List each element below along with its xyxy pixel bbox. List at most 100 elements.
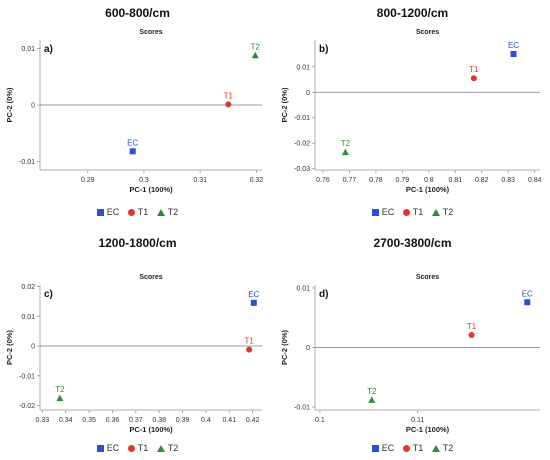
data-point-t1 xyxy=(246,346,253,353)
y-tick-label: -0.01 xyxy=(19,373,35,380)
x-tick-label: 0.1 xyxy=(315,417,325,424)
x-tick-label: 0.38 xyxy=(152,417,166,424)
y-tick-label: 0 xyxy=(31,103,35,110)
legend-item-ec: EC xyxy=(96,443,120,453)
data-point-t2 xyxy=(341,148,349,156)
chart-inner-title: Scores xyxy=(416,274,439,281)
legend-item-t1: T1 xyxy=(127,443,148,453)
y-tick-label: 0 xyxy=(31,344,35,351)
panel-letter: c) xyxy=(44,289,53,300)
x-tick-label: 0.33 xyxy=(36,417,50,424)
panel-b: 800-1200/cm Scores b) 0.76 0.77 0.78 0.79 0.8 0… xyxy=(275,0,550,230)
legend-label: EC xyxy=(106,443,120,453)
data-label-t2: T2 xyxy=(251,42,261,51)
data-label-t2: T2 xyxy=(341,139,351,148)
legend-label: T2 xyxy=(167,207,179,217)
legend-item-ec: EC xyxy=(371,207,395,217)
x-tick-label: 0.78 xyxy=(369,177,383,184)
x-tick-label: 0.29 xyxy=(81,177,95,184)
legend-label: T1 xyxy=(412,443,424,453)
scatter-plot-c: Scores c) 0.33 0.34 0.35 0.36 0.37 0.38 0.39 0.4 0… xyxy=(5,274,262,434)
y-tick-label: -0.02 xyxy=(19,403,35,410)
x-tick-label: 0.37 xyxy=(129,417,143,424)
y-tick-label: 0 xyxy=(306,345,310,352)
x-tick-label: 0.76 xyxy=(316,177,330,184)
legend-label: EC xyxy=(381,207,395,217)
x-tick-label: 0.4 xyxy=(201,417,211,424)
legend: EC T1 T2 xyxy=(275,207,550,217)
legend-label: T2 xyxy=(167,443,179,453)
panel-c: 1200-1800/cm Scores c) 0.33 0.34 0.35 0.36 0.3… xyxy=(0,230,275,460)
legend-item-t1: T1 xyxy=(127,207,149,217)
circle-icon xyxy=(402,209,410,217)
data-point-t2 xyxy=(56,394,64,402)
y-tick-label: -0.01 xyxy=(294,405,310,412)
data-point-ec xyxy=(250,299,257,306)
scatter-plot-a: Scores a) 0.29 0.3 0.31 0.32 -0.01 0 0.01 PC-1 (1… xyxy=(5,29,264,194)
y-tick-label: 0.02 xyxy=(21,284,35,291)
panel-title: 1200-1800/cm xyxy=(98,236,177,250)
x-tick-label: 0.32 xyxy=(250,177,264,184)
y-tick-label: 0.01 xyxy=(296,285,310,292)
x-tick-label: 0.82 xyxy=(475,177,489,184)
data-label-ec: EC xyxy=(522,289,533,298)
data-point-ec xyxy=(129,148,136,155)
x-tick-label: 0.8 xyxy=(424,177,434,184)
square-icon xyxy=(96,445,104,453)
triangle-icon xyxy=(431,445,440,453)
y-axis-label: PC-2 (0%) xyxy=(5,87,14,123)
x-tick-label: 0.35 xyxy=(82,417,96,424)
x-tick-label: 0.36 xyxy=(106,417,120,424)
data-point-ec xyxy=(510,51,517,58)
data-label-ec: EC xyxy=(248,290,259,299)
data-label-t1: T1 xyxy=(244,337,254,346)
data-point-t1 xyxy=(468,332,475,338)
legend-item-ec: EC xyxy=(371,443,395,453)
legend-label: EC xyxy=(106,207,120,217)
legend-item-t2: T2 xyxy=(156,443,179,453)
legend-item-t2: T2 xyxy=(156,207,179,217)
x-tick-label: 0.83 xyxy=(501,177,515,184)
legend-label: EC xyxy=(381,443,395,453)
y-tick-label: 0.01 xyxy=(21,46,35,53)
legend-label: T1 xyxy=(137,207,149,217)
x-tick-label: 0.77 xyxy=(343,177,357,184)
panel-a: 600-800/cm Scores a) 0.29 0.3 0.31 0.32 -0.01 0… xyxy=(0,0,275,230)
y-tick-label: 0.01 xyxy=(296,64,310,71)
legend: EC T1 T2 xyxy=(0,207,275,217)
legend-item-t1: T1 xyxy=(402,443,424,453)
panel-title: 2700-3800/cm xyxy=(373,236,452,250)
legend: EC T1 T2 xyxy=(275,443,550,453)
data-point-t1 xyxy=(225,101,232,108)
legend-label: T2 xyxy=(442,207,454,217)
triangle-icon xyxy=(431,209,440,217)
x-tick-label: 0.41 xyxy=(222,417,236,424)
circle-icon xyxy=(127,445,135,453)
x-tick-label: 0.11 xyxy=(411,417,424,424)
triangle-icon xyxy=(156,445,165,453)
y-axis-label: PC-2 (0%) xyxy=(5,329,14,365)
panel-d: 2700-3800/cm Scores d) 0.1 0.11 -0.01 0 0.01 PC… xyxy=(275,230,550,460)
panel-letter: b) xyxy=(319,44,328,55)
x-tick-label: 0.31 xyxy=(193,177,207,184)
legend-item-ec: EC xyxy=(96,207,120,217)
scatter-plot-b: Scores b) 0.76 0.77 0.78 0.79 0.8 0.81 0.82 0.83 0… xyxy=(280,29,542,194)
x-tick-label: 0.79 xyxy=(396,177,410,184)
data-label-t1: T1 xyxy=(467,322,477,331)
data-label-t2: T2 xyxy=(55,385,65,394)
circle-icon xyxy=(402,445,410,453)
square-icon xyxy=(96,209,104,217)
x-tick-label: 0.84 xyxy=(528,177,542,184)
square-icon xyxy=(371,445,379,453)
y-tick-label: -0.02 xyxy=(294,141,310,148)
x-tick-label: 0.42 xyxy=(246,417,260,424)
data-point-t1 xyxy=(470,75,477,82)
x-axis-label: PC-1 (100%) xyxy=(406,425,450,434)
legend-item-t2: T2 xyxy=(431,207,454,217)
scatter-plot-d: Scores d) 0.1 0.11 -0.01 0 0.01 PC-1 (100%) PC-2… xyxy=(280,274,540,434)
legend-label: T2 xyxy=(442,443,454,453)
square-icon xyxy=(371,209,379,217)
y-axis-label: PC-2 (0%) xyxy=(280,329,289,365)
data-label-ec: EC xyxy=(508,41,519,50)
x-axis-label: PC-1 (100%) xyxy=(406,185,450,194)
